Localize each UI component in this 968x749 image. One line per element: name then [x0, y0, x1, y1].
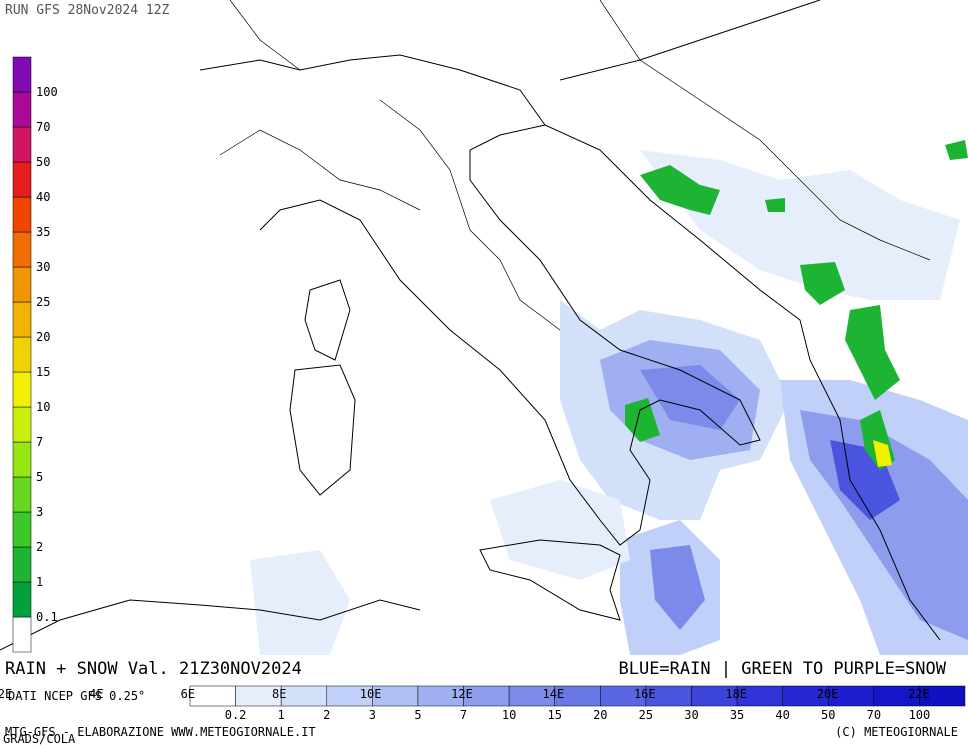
- longitude-label: 10E: [360, 687, 382, 701]
- rain-scale-label: 20: [593, 708, 607, 722]
- snow-scale-swatch: [12, 441, 32, 478]
- snow-scale-label: 7: [36, 435, 43, 449]
- longitude-label: 20E: [817, 687, 839, 701]
- map-background: [0, 0, 968, 655]
- snow-scale-label: 5: [36, 470, 43, 484]
- snow-scale-label: 1: [36, 575, 43, 589]
- rain-scale-label: 35: [730, 708, 744, 722]
- snow-scale-label: 0.1: [36, 610, 58, 624]
- snow-scale-swatch: [12, 301, 32, 338]
- snow-scale-label: 70: [36, 120, 50, 134]
- rain-scale-label: 3: [369, 708, 376, 722]
- grads-credit: GRADS/COLA: [3, 732, 76, 745]
- legend-note: BLUE=RAIN | GREEN TO PURPLE=SNOW: [618, 659, 946, 679]
- rain-scale-label: 0.2: [225, 708, 247, 722]
- snow-scale-swatch: [12, 266, 32, 303]
- longitude-label: 16E: [634, 687, 656, 701]
- rain-scale-label: 50: [821, 708, 835, 722]
- rain-scale-label: 40: [775, 708, 789, 722]
- longitude-label: 22E: [908, 687, 930, 701]
- snow-scale-label: 20: [36, 330, 50, 344]
- longitude-label: 2E: [0, 687, 12, 701]
- rain-scale-label: 7: [460, 708, 467, 722]
- longitude-label: 14E: [543, 687, 565, 701]
- longitude-label: 6E: [181, 687, 195, 701]
- snow-scale-swatch: [12, 56, 32, 93]
- longitude-label: 4E: [89, 687, 103, 701]
- rain-scale-label: 5: [414, 708, 421, 722]
- snow-scale-label: 25: [36, 295, 50, 309]
- snow-scale-label: 40: [36, 190, 50, 204]
- snow-scale-swatch: [12, 476, 32, 513]
- rain-scale-label: 10: [502, 708, 516, 722]
- snow-scale-swatch: [12, 581, 32, 618]
- snow-scale-swatch: [12, 161, 32, 198]
- snow-scale-label: 3: [36, 505, 43, 519]
- run-title: RUN GFS 28Nov2024 12Z: [5, 3, 170, 18]
- snow-scale-label: 50: [36, 155, 50, 169]
- rain-scale-swatch: [919, 685, 966, 707]
- snow-scale-swatch: [12, 336, 32, 373]
- longitude-label: 18E: [725, 687, 747, 701]
- rain-scale-label: 100: [909, 708, 931, 722]
- longitude-label: 12E: [451, 687, 473, 701]
- borders: [219, 0, 931, 331]
- snow-scale-label: 15: [36, 365, 50, 379]
- snow-areas: [625, 140, 968, 470]
- snow-scale-label: 35: [36, 225, 50, 239]
- rain-scale-label: 30: [684, 708, 698, 722]
- snow-scale-swatch: [12, 406, 32, 443]
- snow-scale-swatch: [12, 126, 32, 163]
- rain-areas: [250, 150, 968, 655]
- longitude-label: 8E: [272, 687, 286, 701]
- snow-scale-swatch: [12, 231, 32, 268]
- rain-scale-swatch: [189, 685, 236, 707]
- snow-scale-label: 2: [36, 540, 43, 554]
- footer-left: MTG-GFS - ELABORAZIONE WWW.METEOGIORNALE…: [5, 725, 316, 739]
- coastlines: [0, 0, 941, 651]
- legend-main: RAIN + SNOW Val. 21Z30NOV2024: [5, 659, 302, 679]
- snow-scale-swatch: [12, 196, 32, 233]
- snow-scale-swatch: [12, 91, 32, 128]
- rain-scale-label: 1: [278, 708, 285, 722]
- footer-right: (C) METEOGIORNALE: [835, 725, 958, 739]
- rain-scale-label: 2: [323, 708, 330, 722]
- snow-scale-label: 100: [36, 85, 58, 99]
- rain-scale-label: 70: [867, 708, 881, 722]
- snow-scale-label: 10: [36, 400, 50, 414]
- rain-scale-label: 15: [547, 708, 561, 722]
- snow-scale-swatch: [12, 616, 32, 653]
- snow-scale-label: 30: [36, 260, 50, 274]
- rain-scale-swatch: [280, 685, 328, 707]
- snow-scale-swatch: [12, 511, 32, 548]
- rain-scale-label: 25: [639, 708, 653, 722]
- data-source: DATI NCEP GFS 0.25°: [8, 689, 145, 703]
- snow-scale-swatch: [12, 371, 32, 408]
- snow-scale-swatch: [12, 546, 32, 583]
